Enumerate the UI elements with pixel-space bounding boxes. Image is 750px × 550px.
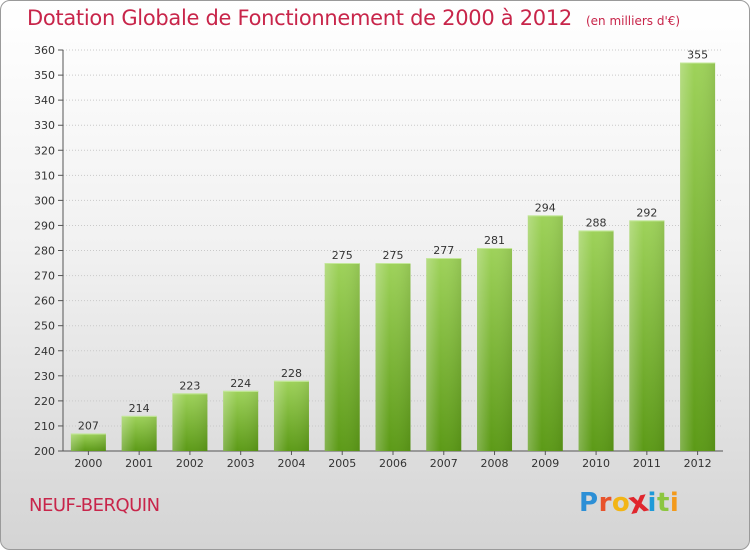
x-tick-label: 2007 (430, 457, 458, 470)
x-tick-label: 2012 (684, 457, 712, 470)
data-label: 207 (78, 419, 99, 432)
data-label: 275 (332, 249, 353, 262)
y-tick-label: 210 (34, 420, 55, 433)
y-tick-label: 230 (34, 370, 55, 383)
bar-shine (70, 433, 106, 451)
data-label: 275 (383, 249, 404, 262)
y-axis-ticks: 200 210 220 230 240 250 260 270 280 290 300 310 320 3… (34, 44, 723, 458)
y-tick-label: 330 (34, 119, 55, 132)
data-label: 277 (433, 244, 454, 257)
y-tick-label: 250 (34, 320, 55, 333)
data-label: 228 (281, 367, 302, 380)
logo-letter: i (669, 488, 680, 518)
x-tick-label: 2001 (125, 457, 153, 470)
proxiti-logo: Proxiti (579, 484, 680, 522)
bar-shine (375, 263, 411, 451)
data-label: 214 (129, 402, 150, 415)
bar-shine (680, 62, 716, 451)
x-tick-label: 2010 (582, 457, 610, 470)
y-tick-label: 340 (34, 94, 55, 107)
logo-letter: P (579, 488, 599, 518)
x-tick-label: 2009 (531, 457, 559, 470)
bar-shine (629, 220, 665, 451)
chart-subtitle: (en milliers d'€) (585, 14, 681, 28)
chart-title: Dotation Globale de Fonctionnement de 20… (27, 6, 572, 30)
bar-shine (477, 247, 513, 451)
bar-shine (527, 215, 563, 451)
bar-shine (121, 415, 157, 451)
x-tick-label: 2008 (481, 457, 509, 470)
data-label: 224 (230, 377, 251, 390)
bar-shine (426, 258, 462, 451)
x-tick-label: 2004 (277, 457, 305, 470)
y-tick-label: 310 (34, 169, 55, 182)
logo-letter: r (598, 488, 612, 518)
x-tick-label: 2003 (227, 457, 255, 470)
y-tick-label: 320 (34, 144, 55, 157)
data-label: 281 (484, 234, 505, 247)
x-tick-label: 2000 (74, 457, 102, 470)
y-tick-label: 300 (34, 194, 55, 207)
y-tick-label: 200 (34, 445, 55, 458)
logo-letter: t (656, 488, 670, 518)
y-tick-label: 240 (34, 345, 55, 358)
y-tick-label: 290 (34, 219, 55, 232)
data-label: 294 (535, 201, 556, 214)
commune-name: NEUF-BERQUIN (29, 495, 160, 516)
logo-letter: i (647, 488, 657, 518)
y-tick-label: 360 (34, 44, 55, 57)
x-tick-label: 2006 (379, 457, 407, 470)
x-tick-label: 2005 (328, 457, 356, 470)
logo-letter: o (611, 488, 631, 518)
data-label: 355 (687, 49, 708, 62)
y-tick-label: 270 (34, 270, 55, 283)
x-tick-label: 2011 (633, 457, 661, 470)
bars (70, 62, 716, 451)
bar-shine (324, 263, 360, 451)
bar-shine (223, 390, 259, 451)
y-tick-label: 280 (34, 245, 55, 258)
data-label: 223 (179, 379, 200, 392)
bar-shine (273, 380, 309, 451)
bar-shine (172, 393, 208, 451)
bar-shine (578, 230, 614, 451)
data-label: 288 (586, 216, 607, 229)
y-tick-label: 350 (34, 69, 55, 82)
x-tick-label: 2002 (176, 457, 204, 470)
data-label: 292 (636, 206, 657, 219)
data-labels: 207 214 223 224 228 275 275 277 281 294 288 292 355 (78, 49, 708, 433)
chart-title-block: Dotation Globale de Fonctionnement de 20… (27, 6, 680, 30)
y-tick-label: 260 (34, 295, 55, 308)
y-tick-label: 220 (34, 395, 55, 408)
x-axis-ticks: 2000 2001 2002 2003 2004 2005 2006 2007 2008 2009… (74, 451, 712, 470)
